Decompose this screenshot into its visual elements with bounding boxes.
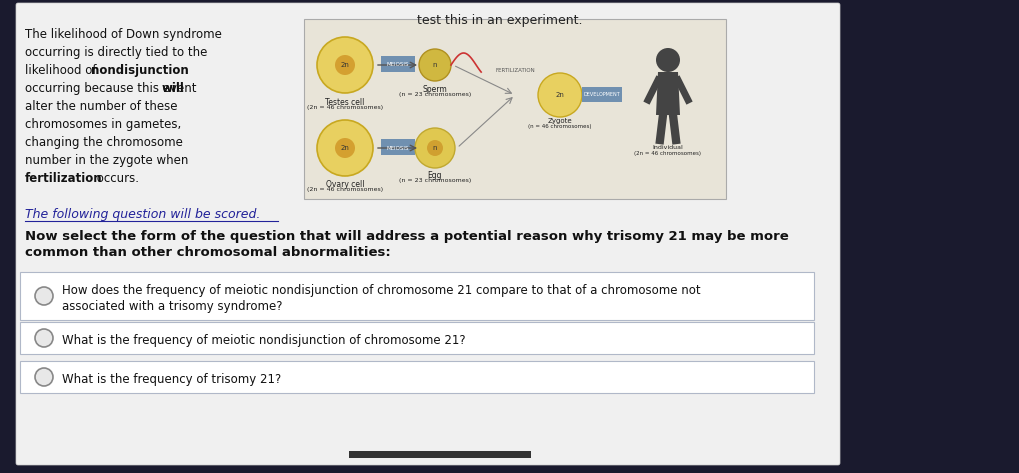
Text: fertilization: fertilization xyxy=(25,172,103,185)
Circle shape xyxy=(415,128,454,168)
Text: 2n: 2n xyxy=(555,92,564,98)
Text: The likelihood of Down syndrome: The likelihood of Down syndrome xyxy=(25,28,222,41)
Text: occurring is directly tied to the: occurring is directly tied to the xyxy=(25,46,207,59)
Text: (n = 23 chromosomes): (n = 23 chromosomes) xyxy=(398,92,471,97)
Text: changing the chromosome: changing the chromosome xyxy=(25,136,182,149)
Text: (2n = 46 chromosomes): (2n = 46 chromosomes) xyxy=(307,105,383,110)
Text: The following question will be scored.: The following question will be scored. xyxy=(25,208,260,221)
Text: MEIOSIS: MEIOSIS xyxy=(386,146,409,150)
Text: Ovary cell: Ovary cell xyxy=(325,180,364,189)
Circle shape xyxy=(35,329,53,347)
Text: common than other chromosomal abnormalities:: common than other chromosomal abnormalit… xyxy=(25,246,390,259)
Text: Testes cell: Testes cell xyxy=(325,98,365,107)
Text: Egg: Egg xyxy=(427,171,442,180)
FancyBboxPatch shape xyxy=(582,87,622,102)
FancyBboxPatch shape xyxy=(20,272,813,320)
Text: occurring because this event: occurring because this event xyxy=(25,82,200,95)
Text: nondisjunction: nondisjunction xyxy=(91,64,189,77)
Text: likelihood of: likelihood of xyxy=(25,64,100,77)
Text: alter the number of these: alter the number of these xyxy=(25,100,177,113)
FancyBboxPatch shape xyxy=(348,451,531,458)
Text: What is the frequency of trisomy 21?: What is the frequency of trisomy 21? xyxy=(62,373,281,386)
Circle shape xyxy=(317,120,373,176)
FancyBboxPatch shape xyxy=(20,322,813,354)
Polygon shape xyxy=(655,72,680,115)
Circle shape xyxy=(427,140,442,156)
FancyBboxPatch shape xyxy=(381,139,415,155)
Text: DEVELOPMENT: DEVELOPMENT xyxy=(583,93,620,97)
Text: (n = 23 chromosomes): (n = 23 chromosomes) xyxy=(398,178,471,183)
Text: n: n xyxy=(432,145,437,151)
Circle shape xyxy=(655,48,680,72)
Text: test this in an experiment.: test this in an experiment. xyxy=(417,14,582,27)
Circle shape xyxy=(419,49,450,81)
Text: MEIOSIS: MEIOSIS xyxy=(386,62,409,68)
Text: chromosomes in gametes,: chromosomes in gametes, xyxy=(25,118,181,131)
FancyBboxPatch shape xyxy=(304,19,726,199)
Text: will: will xyxy=(161,82,184,95)
Text: (n = 46 chromosomes): (n = 46 chromosomes) xyxy=(528,124,591,129)
Text: occurs.: occurs. xyxy=(93,172,139,185)
Text: number in the zygote when: number in the zygote when xyxy=(25,154,189,167)
Circle shape xyxy=(35,368,53,386)
Text: Now select the form of the question that will address a potential reason why tri: Now select the form of the question that… xyxy=(25,230,788,243)
Text: FERTILIZATION: FERTILIZATION xyxy=(494,68,534,72)
Text: (2n = 46 chromosomes): (2n = 46 chromosomes) xyxy=(307,187,383,192)
Text: Zygote: Zygote xyxy=(547,118,572,124)
Text: How does the frequency of meiotic nondisjunction of chromosome 21 compare to tha: How does the frequency of meiotic nondis… xyxy=(62,284,700,297)
FancyBboxPatch shape xyxy=(381,56,415,72)
Text: Individual: Individual xyxy=(652,145,683,150)
Circle shape xyxy=(317,37,373,93)
FancyBboxPatch shape xyxy=(20,361,813,393)
Text: 2n: 2n xyxy=(340,145,350,151)
FancyBboxPatch shape xyxy=(16,3,840,465)
Text: What is the frequency of meiotic nondisjunction of chromosome 21?: What is the frequency of meiotic nondisj… xyxy=(62,334,465,347)
Circle shape xyxy=(35,287,53,305)
Text: associated with a trisomy syndrome?: associated with a trisomy syndrome? xyxy=(62,300,282,313)
Circle shape xyxy=(334,138,355,158)
Text: n: n xyxy=(432,62,437,68)
Circle shape xyxy=(537,73,582,117)
Text: Sperm: Sperm xyxy=(422,85,447,94)
Circle shape xyxy=(334,55,355,75)
Text: 2n: 2n xyxy=(340,62,350,68)
Text: (2n = 46 chromosomes): (2n = 46 chromosomes) xyxy=(634,151,701,156)
